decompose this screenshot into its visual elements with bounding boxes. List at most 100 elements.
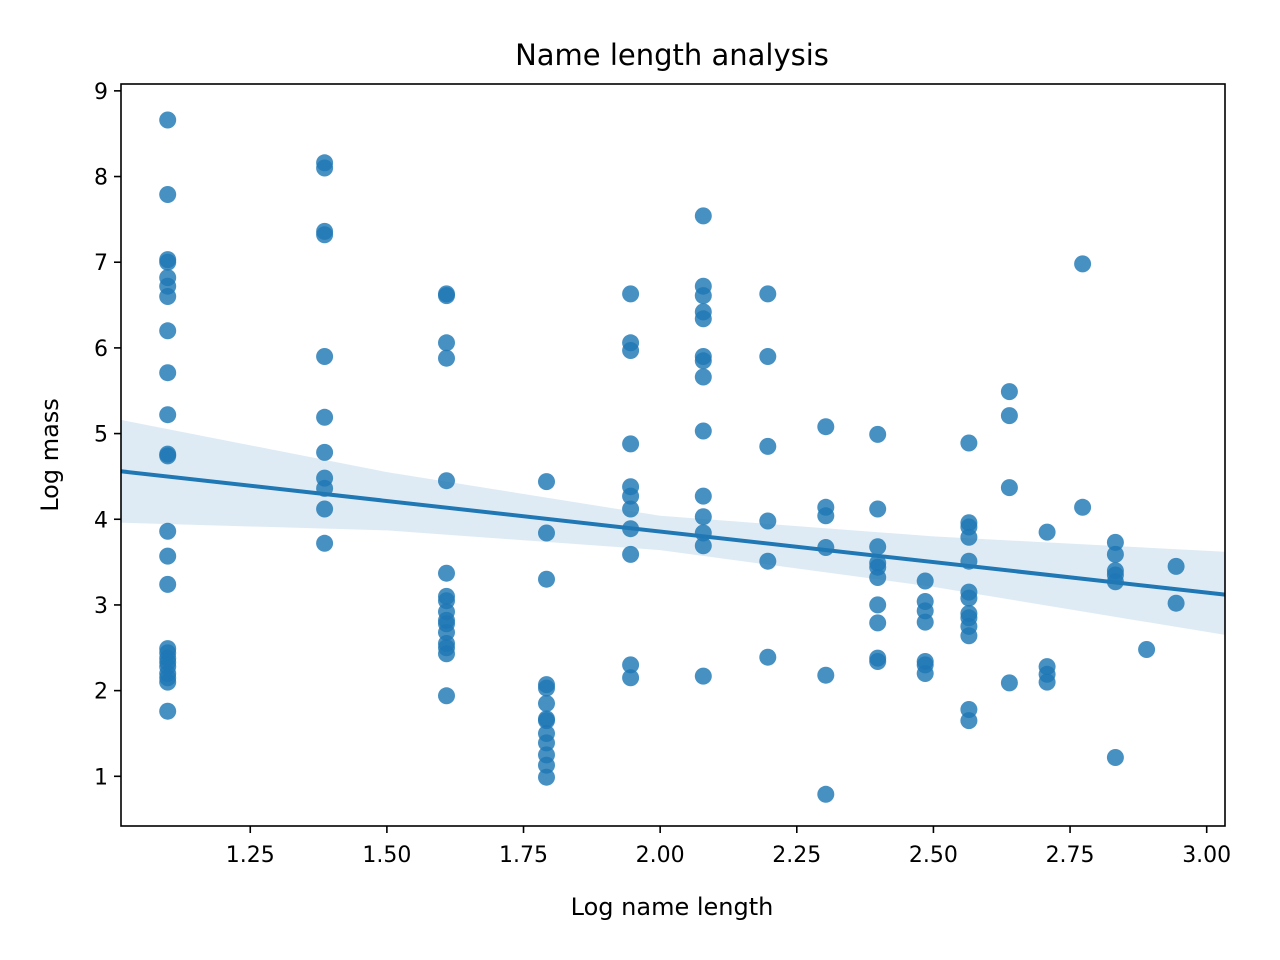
data-point xyxy=(159,447,177,465)
data-point xyxy=(960,434,978,452)
data-point xyxy=(694,310,712,328)
y-tick-label: 5 xyxy=(94,423,108,448)
data-point xyxy=(316,408,334,426)
data-point xyxy=(916,572,934,590)
data-point xyxy=(438,564,455,582)
data-point xyxy=(316,534,334,552)
data-point xyxy=(759,512,777,530)
data-point xyxy=(1138,641,1156,658)
data-point xyxy=(694,537,712,555)
data-point xyxy=(622,435,640,453)
data-point xyxy=(694,287,712,305)
data-point xyxy=(869,596,887,614)
data-point xyxy=(869,653,887,670)
data-point xyxy=(1106,749,1124,766)
x-tick-label: 1.75 xyxy=(499,843,548,868)
data-point xyxy=(759,285,777,303)
x-tick-label: 1.50 xyxy=(362,843,411,868)
data-point xyxy=(694,207,712,225)
data-point xyxy=(817,507,835,525)
data-point xyxy=(159,364,177,382)
data-point xyxy=(694,422,712,440)
data-point xyxy=(817,666,835,684)
data-point xyxy=(622,500,640,518)
data-point xyxy=(1106,545,1124,563)
data-point xyxy=(622,656,640,674)
data-point xyxy=(1038,673,1056,691)
x-tick-label: 2.00 xyxy=(636,843,685,868)
plot-area-frame xyxy=(120,83,1226,827)
data-point xyxy=(538,679,555,697)
data-point xyxy=(869,614,887,632)
data-point xyxy=(817,785,835,803)
data-point xyxy=(316,443,334,461)
data-point xyxy=(538,473,555,491)
y-tick-label: 7 xyxy=(94,251,108,276)
confidence-band-layer xyxy=(121,419,1225,635)
confidence-band xyxy=(121,419,1225,635)
data-point xyxy=(438,472,455,490)
data-point xyxy=(694,352,712,370)
data-point xyxy=(759,648,777,666)
data-point xyxy=(622,669,640,687)
y-axis-ticks: 1 2 3 4 5 6 7 8 9 xyxy=(94,80,121,790)
data-point xyxy=(159,673,177,691)
data-point xyxy=(759,348,777,365)
data-point xyxy=(1074,255,1092,273)
data-point xyxy=(316,159,334,177)
data-point xyxy=(916,665,934,682)
data-point xyxy=(869,500,887,518)
data-point xyxy=(316,226,334,244)
y-tick-label: 1 xyxy=(94,765,108,790)
data-point xyxy=(1106,533,1124,551)
data-point xyxy=(438,349,455,367)
chart-title: Name length analysis xyxy=(515,38,829,72)
data-point xyxy=(316,500,334,518)
data-point xyxy=(538,570,555,588)
x-axis-label: Log name length xyxy=(571,893,774,921)
y-tick-label: 6 xyxy=(94,337,108,362)
x-tick-label: 2.50 xyxy=(909,843,958,868)
x-tick-label: 2.75 xyxy=(1046,843,1095,868)
data-point xyxy=(159,547,177,565)
x-axis-ticks: 1.25 1.50 1.75 2.00 2.25 2.50 2.75 3.00 xyxy=(226,826,1231,868)
data-point xyxy=(960,712,978,730)
data-point xyxy=(869,569,887,586)
data-point xyxy=(694,487,712,505)
data-point xyxy=(1000,383,1018,401)
data-point xyxy=(538,712,555,730)
regression-line xyxy=(120,469,1226,597)
data-point xyxy=(438,645,455,663)
y-tick-label: 8 xyxy=(94,166,108,191)
regression-line-layer xyxy=(120,469,1226,597)
data-point xyxy=(960,627,978,645)
y-tick-label: 2 xyxy=(94,680,108,705)
data-point xyxy=(1167,557,1185,575)
data-point xyxy=(1000,674,1018,692)
y-tick-label: 9 xyxy=(94,80,108,105)
x-tick-label: 3.00 xyxy=(1182,843,1231,868)
data-point xyxy=(438,334,455,352)
data-point xyxy=(159,702,177,720)
data-point xyxy=(1000,479,1018,497)
data-point xyxy=(1074,498,1092,516)
data-point xyxy=(538,756,555,774)
data-point xyxy=(438,687,455,705)
data-point xyxy=(316,348,334,365)
data-point xyxy=(622,342,640,359)
data-point xyxy=(759,552,777,570)
data-point xyxy=(159,322,177,340)
data-point xyxy=(622,487,640,505)
data-point xyxy=(538,695,555,712)
data-point xyxy=(438,287,455,305)
data-point xyxy=(817,418,835,436)
data-point xyxy=(622,545,640,563)
data-point xyxy=(694,667,712,685)
data-point xyxy=(159,575,177,593)
data-point xyxy=(960,528,978,546)
data-point xyxy=(159,288,177,305)
data-point xyxy=(538,524,555,542)
x-tick-label: 1.25 xyxy=(226,843,275,868)
data-point xyxy=(694,508,712,526)
